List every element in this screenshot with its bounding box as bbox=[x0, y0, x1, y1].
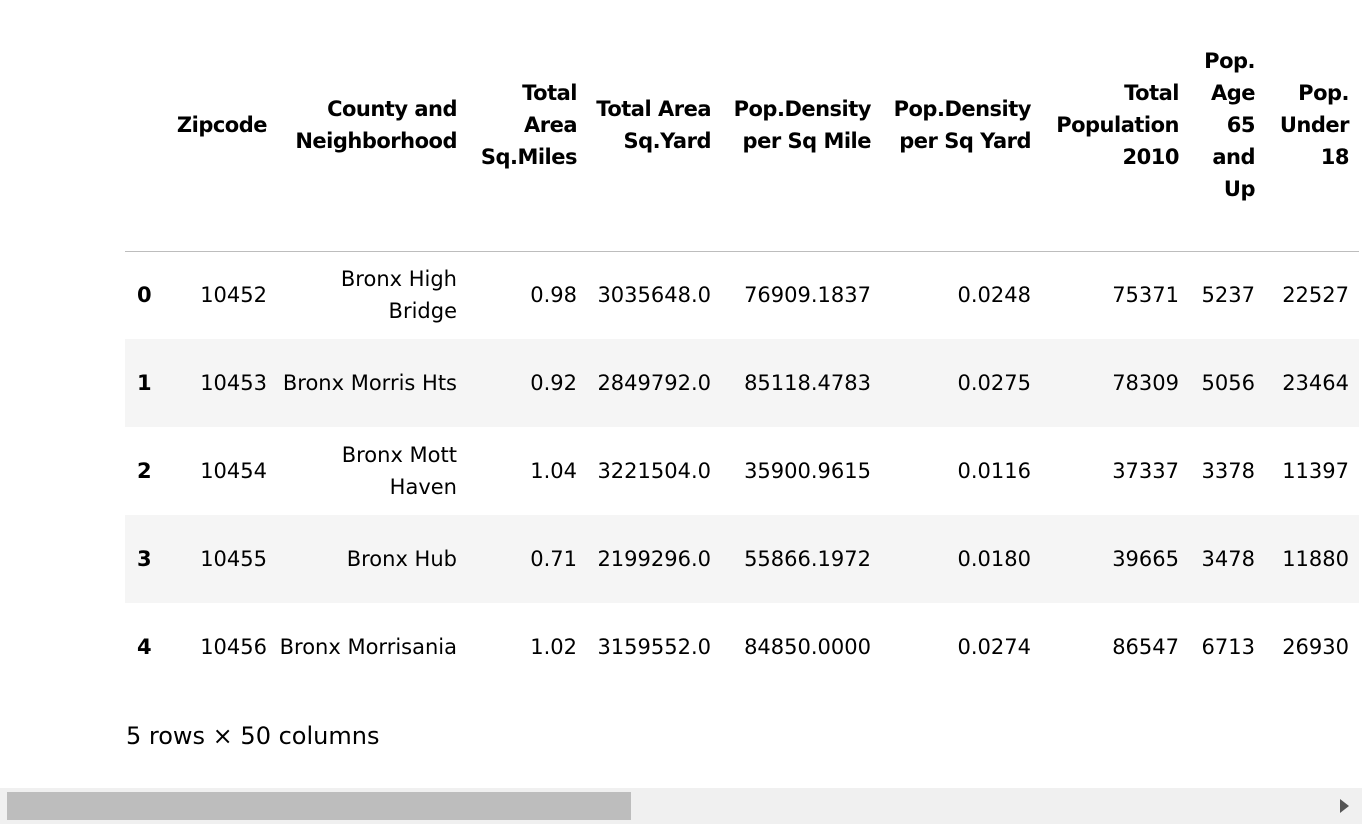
footer: 5 rows × 50 columns bbox=[126, 722, 380, 750]
row-index: 4 bbox=[137, 635, 152, 659]
table-cell: 10455 bbox=[200, 547, 267, 571]
row-index: 1 bbox=[137, 371, 152, 395]
table-cell: 1.04 bbox=[530, 459, 577, 483]
table-cell: Bronx Morrisania bbox=[279, 635, 457, 659]
row-index: 3 bbox=[137, 547, 152, 571]
table-cell: Bronx High Bridge bbox=[340, 267, 457, 324]
table-cell: 84850.0000 bbox=[744, 635, 871, 659]
table-cell: 5056 bbox=[1201, 371, 1255, 395]
table-cell: 1.02 bbox=[530, 635, 577, 659]
table-cell: Bronx Morris Hts bbox=[282, 371, 457, 395]
table-cell: 0.0274 bbox=[957, 635, 1031, 659]
row-index: 2 bbox=[137, 459, 152, 483]
table-cell: 11397 bbox=[1282, 459, 1349, 483]
table-cell: 3035648.0 bbox=[597, 283, 711, 308]
table-cell: 0.71 bbox=[530, 547, 577, 571]
table-cell: 10456 bbox=[200, 635, 267, 659]
table-cell: 10454 bbox=[200, 459, 267, 483]
table-cell: Bronx Mott Haven bbox=[341, 443, 457, 499]
table-cell: 11880 bbox=[1282, 547, 1349, 571]
index-header bbox=[125, 0, 167, 251]
table-cell: 2199296.0 bbox=[597, 547, 711, 571]
column-header: Zipcode bbox=[176, 113, 268, 138]
table-cell: 76909.1837 bbox=[744, 283, 871, 308]
table-row: 4 10456 Bronx Morrisania 1.02 3159552.0 84850… bbox=[125, 603, 1359, 691]
column-header: Total Population 2010 bbox=[1056, 81, 1179, 170]
table-cell: 85118.4783 bbox=[744, 371, 871, 395]
table-cell: 0.0275 bbox=[957, 371, 1031, 395]
scroll-right-arrow[interactable] bbox=[1340, 799, 1349, 813]
table-cell: 78309 bbox=[1112, 371, 1179, 395]
table-cell: 35900.9615 bbox=[744, 459, 871, 483]
column-header: Pop.Density per Sq Yard bbox=[893, 97, 1032, 154]
scroll-thumb[interactable] bbox=[7, 792, 631, 820]
table-row: 0 10452 Bronx High Bridge 0.98 3035648.0 7690… bbox=[125, 251, 1359, 339]
row-index: 0 bbox=[137, 283, 152, 308]
table-cell: 0.0180 bbox=[957, 547, 1031, 571]
column-header: Pop. Under 18 bbox=[1279, 81, 1350, 170]
table-cell: 0.98 bbox=[530, 283, 577, 308]
table-cell: 23464 bbox=[1282, 371, 1349, 395]
table-cell: 10452 bbox=[200, 283, 267, 308]
table-cell: 26930 bbox=[1282, 635, 1349, 659]
table-cell: 0.92 bbox=[530, 371, 577, 395]
table-cell: 3378 bbox=[1201, 459, 1255, 483]
column-header: County and Neighborhood bbox=[295, 97, 457, 154]
table-cell: 5237 bbox=[1201, 283, 1255, 308]
table-row: 1 10453 Bronx Morris Hts 0.92 2849792.0 85118… bbox=[125, 339, 1359, 427]
column-header: Pop. Age 65 and Up bbox=[1204, 49, 1255, 202]
table-cell: 55866.1972 bbox=[744, 547, 871, 571]
table-cell: 2849792.0 bbox=[597, 371, 711, 395]
table-cell: 86547 bbox=[1112, 635, 1179, 659]
table-cell: 39665 bbox=[1112, 547, 1179, 571]
scrollbar[interactable] bbox=[0, 788, 1362, 824]
table-cell: 37337 bbox=[1112, 459, 1179, 483]
table-cell: 22527 bbox=[1282, 283, 1349, 308]
table: Zipcode County and Neighborhood Total Area… bbox=[125, 0, 1359, 691]
table-cell: 6713 bbox=[1201, 635, 1255, 659]
table-cell: 75371 bbox=[1112, 283, 1179, 308]
table-cell: 0.0116 bbox=[957, 459, 1031, 483]
column-header: Total Area Sq.Yard bbox=[596, 97, 711, 154]
table-cell: 3478 bbox=[1201, 547, 1255, 571]
table-cell: Bronx Hub bbox=[346, 547, 457, 571]
table-body: 0 10452 Bronx High Bridge 0.98 3035648.0 7690… bbox=[125, 251, 1359, 691]
table-row: 3 10455 Bronx Hub 0.71 2199296.0 55866.1972 0.… bbox=[125, 515, 1359, 603]
dataframe: Zipcode County and Neighborhood Total Area… bbox=[125, 0, 1362, 691]
table-cell: 3159552.0 bbox=[597, 635, 711, 659]
table-row: 2 10454 Bronx Mott Haven 1.04 3221504.0 35900… bbox=[125, 427, 1359, 515]
table-cell: 3221504.0 bbox=[597, 459, 711, 483]
table-cell: 0.0248 bbox=[957, 283, 1031, 308]
column-header: Total Area Sq.Miles bbox=[480, 81, 578, 170]
table-cell: 10453 bbox=[200, 371, 267, 395]
column-header: Pop.Density per Sq Mile bbox=[733, 97, 872, 154]
header-row: Zipcode County and Neighborhood Total Area… bbox=[125, 0, 1359, 251]
